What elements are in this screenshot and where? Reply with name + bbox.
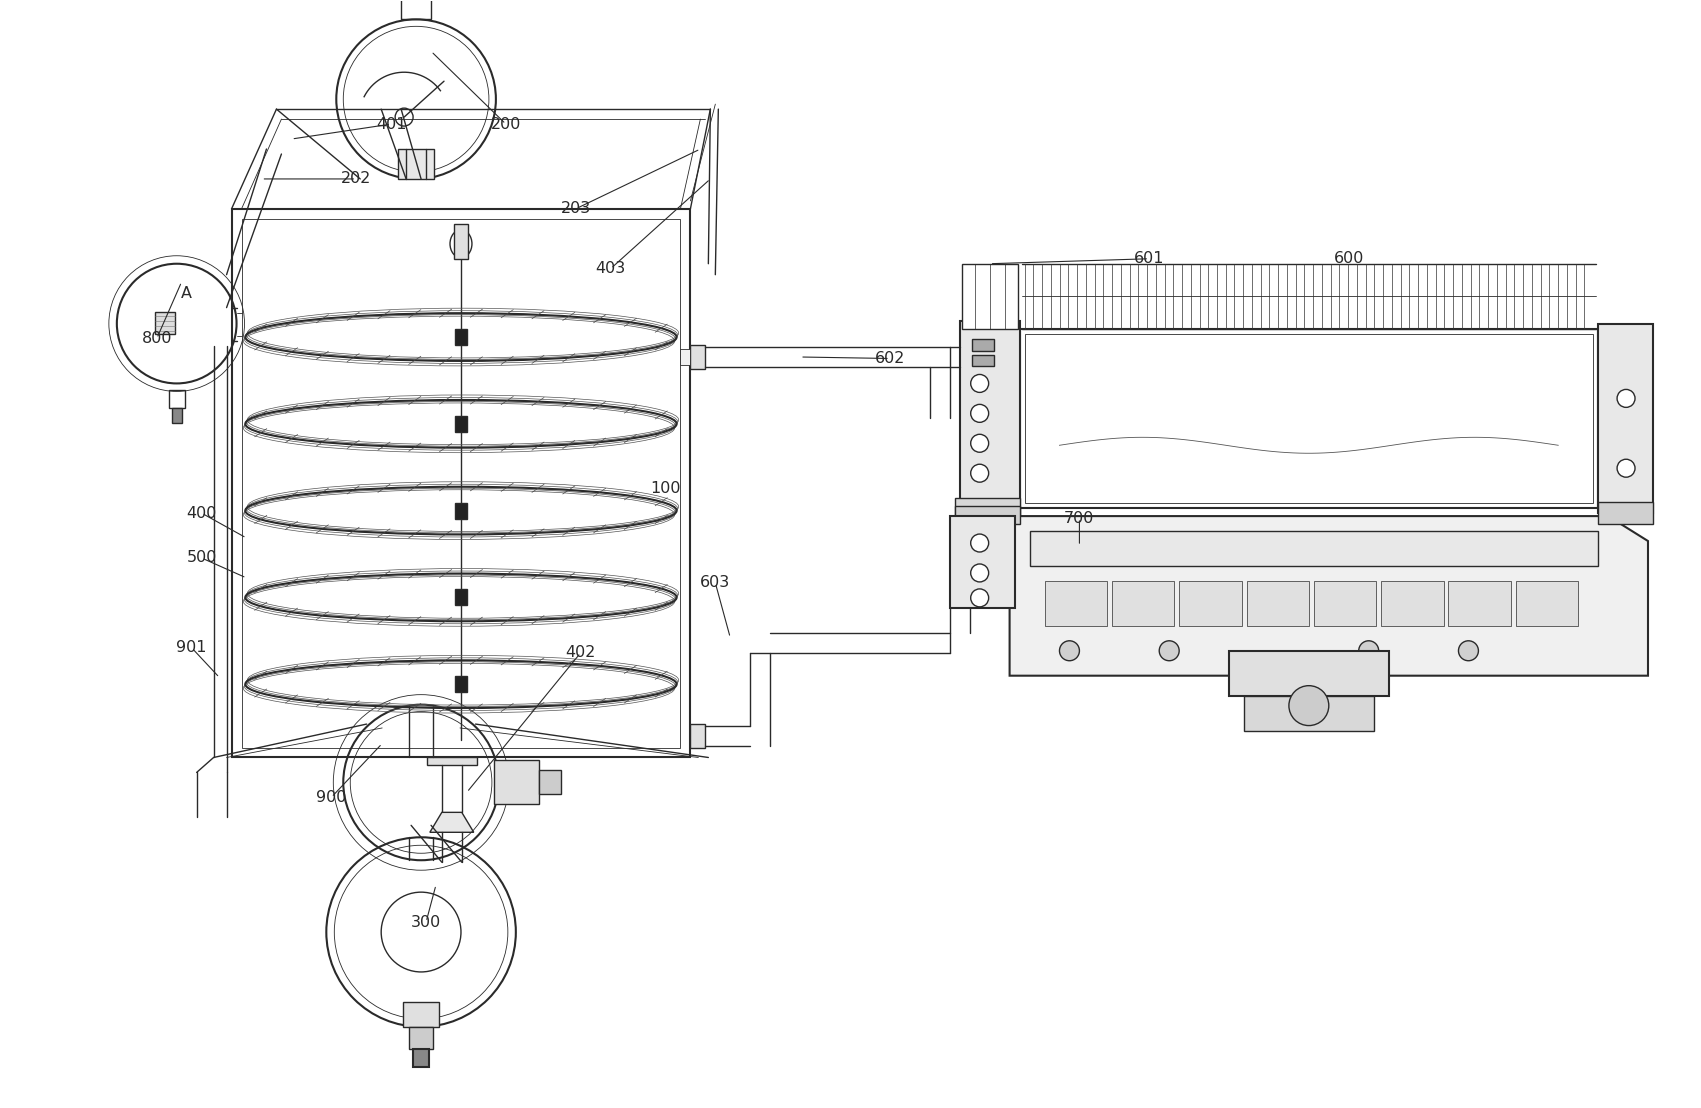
Bar	[1599, 324, 1653, 513]
Ellipse shape	[451, 229, 471, 258]
Text: 600: 600	[1334, 252, 1364, 266]
Text: 400: 400	[187, 505, 216, 521]
Bar	[398, 148, 434, 179]
Text: A: A	[182, 286, 192, 301]
Bar	[971, 339, 993, 350]
Bar	[454, 416, 468, 432]
Text: 602: 602	[874, 351, 905, 366]
Text: 100: 100	[650, 481, 680, 495]
Bar	[1044, 581, 1107, 626]
Circle shape	[971, 404, 988, 422]
Circle shape	[1458, 640, 1478, 660]
Bar	[691, 345, 706, 369]
Text: 700: 700	[1065, 511, 1095, 525]
Bar	[1243, 696, 1374, 730]
Bar	[1381, 581, 1444, 626]
Bar	[410, 1027, 434, 1049]
Bar	[691, 724, 706, 748]
Circle shape	[971, 434, 988, 452]
Bar	[454, 503, 468, 519]
Text: 900: 900	[316, 790, 347, 804]
Bar	[961, 264, 1017, 329]
Text: 603: 603	[701, 575, 730, 591]
Circle shape	[971, 464, 988, 482]
Bar	[971, 355, 993, 367]
Text: 300: 300	[412, 914, 441, 930]
Bar	[413, 1049, 429, 1067]
Bar	[493, 760, 539, 804]
Bar	[954, 506, 1019, 524]
Bar	[168, 390, 185, 409]
Bar	[231, 209, 691, 758]
Bar	[427, 758, 476, 766]
Bar	[1449, 581, 1510, 626]
Polygon shape	[1010, 516, 1648, 676]
Bar	[454, 329, 468, 345]
Circle shape	[1618, 459, 1635, 478]
Bar	[172, 409, 182, 423]
Bar	[949, 516, 1014, 608]
Circle shape	[1289, 686, 1328, 726]
Bar	[539, 770, 561, 794]
Text: 901: 901	[177, 640, 208, 655]
Circle shape	[1359, 640, 1380, 660]
Text: 200: 200	[490, 116, 521, 132]
Bar	[1019, 329, 1599, 509]
Bar	[1247, 581, 1308, 626]
Text: 601: 601	[1135, 252, 1165, 266]
Circle shape	[1618, 389, 1635, 408]
Text: 203: 203	[561, 202, 590, 216]
Text: 403: 403	[595, 261, 626, 276]
Circle shape	[971, 564, 988, 582]
Bar	[1179, 581, 1242, 626]
Text: 202: 202	[342, 172, 371, 186]
Bar	[155, 311, 175, 334]
Bar	[954, 499, 1019, 516]
Bar	[454, 589, 468, 605]
Bar	[454, 676, 468, 692]
Text: 401: 401	[376, 116, 407, 132]
Bar	[403, 1002, 439, 1027]
Bar	[959, 320, 1019, 516]
Circle shape	[971, 534, 988, 552]
Bar	[1029, 531, 1599, 566]
Bar	[454, 224, 468, 259]
Text: 402: 402	[565, 645, 595, 660]
Circle shape	[1060, 640, 1080, 660]
Bar	[1024, 334, 1594, 503]
Bar	[1516, 581, 1579, 626]
Bar	[242, 219, 680, 748]
Bar	[1599, 502, 1653, 524]
Circle shape	[1158, 640, 1179, 660]
Text: 500: 500	[187, 551, 216, 565]
Text: 800: 800	[141, 331, 172, 346]
Bar	[1313, 581, 1376, 626]
Bar	[1112, 581, 1174, 626]
Bar	[1230, 650, 1388, 696]
Circle shape	[971, 589, 988, 607]
Circle shape	[971, 375, 988, 392]
Bar	[680, 349, 691, 365]
Polygon shape	[430, 812, 475, 832]
Bar	[401, 0, 430, 19]
